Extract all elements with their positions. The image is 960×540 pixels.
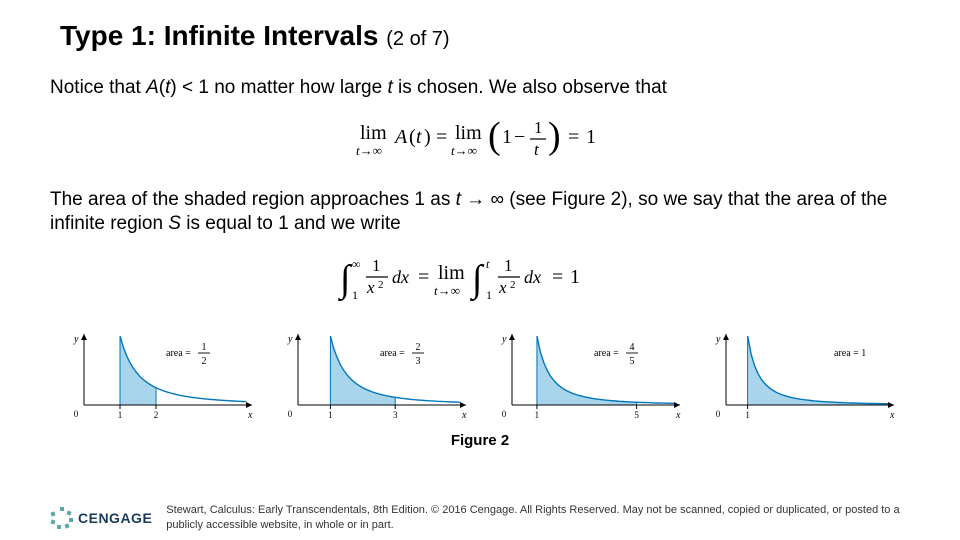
var-a: A	[146, 77, 159, 98]
svg-text:∫: ∫	[338, 258, 353, 302]
text: Notice that	[50, 77, 146, 98]
chart-panel-4: 1 0 x y area = 1	[698, 328, 898, 423]
svg-text:1: 1	[586, 126, 596, 148]
svg-text:lim: lim	[455, 122, 482, 144]
svg-text:=: =	[418, 266, 429, 288]
equation-limit: lim t→∞ A ( t ) = lim t→∞ ( 1 − 1 t ) =	[50, 115, 910, 172]
svg-text:t→∞: t→∞	[434, 283, 460, 298]
svg-text:t: t	[486, 257, 490, 271]
svg-text:1: 1	[502, 126, 512, 148]
text: The area of the shaded region approaches…	[50, 189, 456, 210]
svg-text:x: x	[675, 410, 681, 421]
svg-text:5: 5	[634, 410, 639, 420]
svg-text:A: A	[393, 126, 408, 148]
text: ) < 1 no matter how large	[170, 77, 387, 98]
svg-text:=: =	[436, 126, 447, 148]
svg-text:3: 3	[393, 410, 398, 420]
title-counter: (2 of 7)	[386, 28, 449, 50]
svg-text:4: 4	[630, 342, 635, 353]
slide-footer: CENGAGE Stewart, Calculus: Early Transce…	[50, 503, 910, 532]
brand-name: CENGAGE	[78, 510, 152, 526]
chart-panel-1: 1 2 0 x y area = 1 2	[56, 328, 256, 423]
title-main: Type 1: Infinite Intervals	[60, 20, 378, 51]
svg-text:y: y	[73, 334, 79, 345]
svg-text:): )	[424, 126, 431, 148]
svg-text:x: x	[461, 410, 467, 421]
svg-text:1: 1	[118, 410, 123, 420]
svg-text:area =: area =	[166, 348, 191, 359]
svg-text:1: 1	[352, 288, 358, 302]
svg-text:2: 2	[378, 279, 384, 291]
svg-text:0: 0	[716, 409, 721, 419]
svg-text:1: 1	[486, 288, 492, 302]
svg-text:5: 5	[630, 356, 635, 367]
svg-text:1: 1	[534, 118, 543, 137]
figure-cell: 1 2 0 x y area = 1 2	[56, 328, 262, 428]
svg-text:y: y	[501, 334, 507, 345]
slide-title: Type 1: Infinite Intervals (2 of 7)	[60, 20, 910, 52]
svg-text:1: 1	[535, 410, 540, 420]
svg-text:1: 1	[202, 342, 207, 353]
text: is chosen. We also observe that	[393, 77, 667, 98]
svg-text:area =: area =	[594, 348, 619, 359]
svg-text:x: x	[247, 410, 253, 421]
svg-text:0: 0	[502, 409, 507, 419]
copyright-text: Stewart, Calculus: Early Transcendentals…	[166, 503, 910, 532]
var-s: S	[168, 213, 181, 234]
svg-text:dx: dx	[524, 267, 541, 287]
svg-text:1: 1	[570, 266, 580, 288]
svg-text:∫: ∫	[470, 258, 485, 302]
figure-row: 1 2 0 x y area = 1 2 1 3 0 x y	[50, 328, 910, 428]
figure-cell: 1 5 0 x y area = 4 5	[484, 328, 690, 428]
equation-integral: ∫ ∞ 1 1 x 2 dx = lim t→∞ ∫ t 1 1 x 2 dx	[50, 251, 910, 312]
svg-text:area = 1: area = 1	[834, 348, 866, 359]
svg-text:1: 1	[372, 256, 381, 275]
brand-logo: CENGAGE	[50, 506, 152, 530]
svg-text:dx: dx	[392, 267, 409, 287]
figure-cell: 1 0 x y area = 1	[698, 328, 904, 428]
figure-cell: 1 3 0 x y area = 2 3	[270, 328, 476, 428]
slide-content: Type 1: Infinite Intervals (2 of 7) Noti…	[0, 0, 960, 449]
svg-text:t: t	[534, 140, 540, 159]
svg-text:area =: area =	[380, 348, 405, 359]
svg-text:0: 0	[288, 409, 293, 419]
svg-text:2: 2	[416, 342, 421, 353]
svg-text:1: 1	[328, 410, 333, 420]
svg-text:lim: lim	[360, 122, 387, 144]
svg-text:t: t	[416, 126, 422, 148]
svg-text:∞: ∞	[352, 257, 361, 271]
chart-panel-3: 1 5 0 x y area = 4 5	[484, 328, 684, 423]
svg-text:=: =	[552, 266, 563, 288]
svg-text:(: (	[488, 115, 501, 157]
paragraph-1: Notice that A(t) < 1 no matter how large…	[50, 76, 910, 101]
svg-text:=: =	[568, 126, 579, 148]
svg-text:x: x	[366, 278, 375, 297]
svg-text:1: 1	[504, 256, 513, 275]
text: is equal to 1 and we write	[181, 213, 401, 234]
svg-text:3: 3	[416, 356, 421, 367]
svg-text:−: −	[514, 126, 525, 148]
svg-text:2: 2	[202, 356, 207, 367]
svg-text:y: y	[287, 334, 293, 345]
cengage-icon	[50, 506, 74, 530]
svg-text:x: x	[498, 278, 507, 297]
svg-text:0: 0	[74, 409, 79, 419]
figure-caption: Figure 2	[50, 432, 910, 449]
svg-text:(: (	[409, 126, 416, 148]
svg-text:2: 2	[510, 279, 516, 291]
svg-text:1: 1	[745, 410, 750, 420]
paragraph-2: The area of the shaded region approaches…	[50, 188, 910, 237]
svg-text:lim: lim	[438, 262, 465, 284]
svg-text:): )	[548, 115, 561, 157]
svg-text:t→∞: t→∞	[356, 143, 382, 158]
svg-text:x: x	[889, 410, 895, 421]
chart-panel-2: 1 3 0 x y area = 2 3	[270, 328, 470, 423]
svg-text:2: 2	[154, 410, 159, 420]
svg-text:t→∞: t→∞	[451, 143, 477, 158]
svg-text:y: y	[715, 334, 721, 345]
